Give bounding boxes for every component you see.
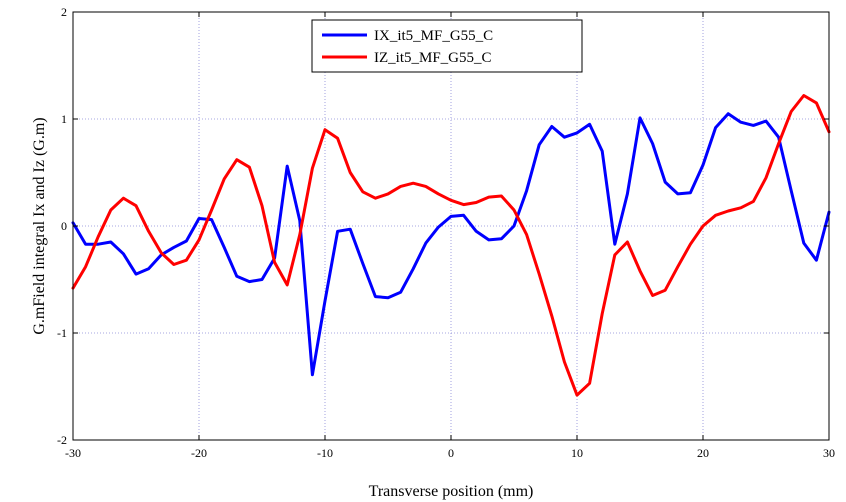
grid bbox=[73, 12, 829, 440]
x-axis-title: Transverse position (mm) bbox=[369, 483, 534, 500]
series-line-1 bbox=[71, 112, 831, 377]
x-tick-label: 0 bbox=[448, 446, 454, 460]
x-tick-label: -10 bbox=[317, 446, 333, 460]
y-tick-label: 2 bbox=[61, 5, 67, 19]
x-tick-label: 10 bbox=[571, 446, 583, 460]
y-axis-title: G.mField integral Ix and Iz (G.m) bbox=[31, 117, 48, 334]
x-tick-label: 20 bbox=[697, 446, 709, 460]
y-tick-label: -1 bbox=[57, 326, 67, 340]
legend: IX_it5_MF_G55_C IZ_it5_MF_G55_C bbox=[311, 19, 583, 73]
series-line-2 bbox=[71, 94, 831, 397]
y-tick-label: -2 bbox=[57, 433, 67, 447]
legend-box bbox=[311, 19, 583, 73]
y-tick-label: 0 bbox=[61, 219, 67, 233]
x-tick-label: -20 bbox=[191, 446, 207, 460]
y-tick-label: 1 bbox=[61, 112, 67, 126]
legend-label-1: IX_it5_MF_G55_C bbox=[374, 28, 493, 44]
x-tick-label: 30 bbox=[823, 446, 835, 460]
series-layer bbox=[71, 94, 831, 397]
x-tick-label: -30 bbox=[65, 446, 81, 460]
legend-label-2: IZ_it5_MF_G55_C bbox=[374, 50, 492, 66]
